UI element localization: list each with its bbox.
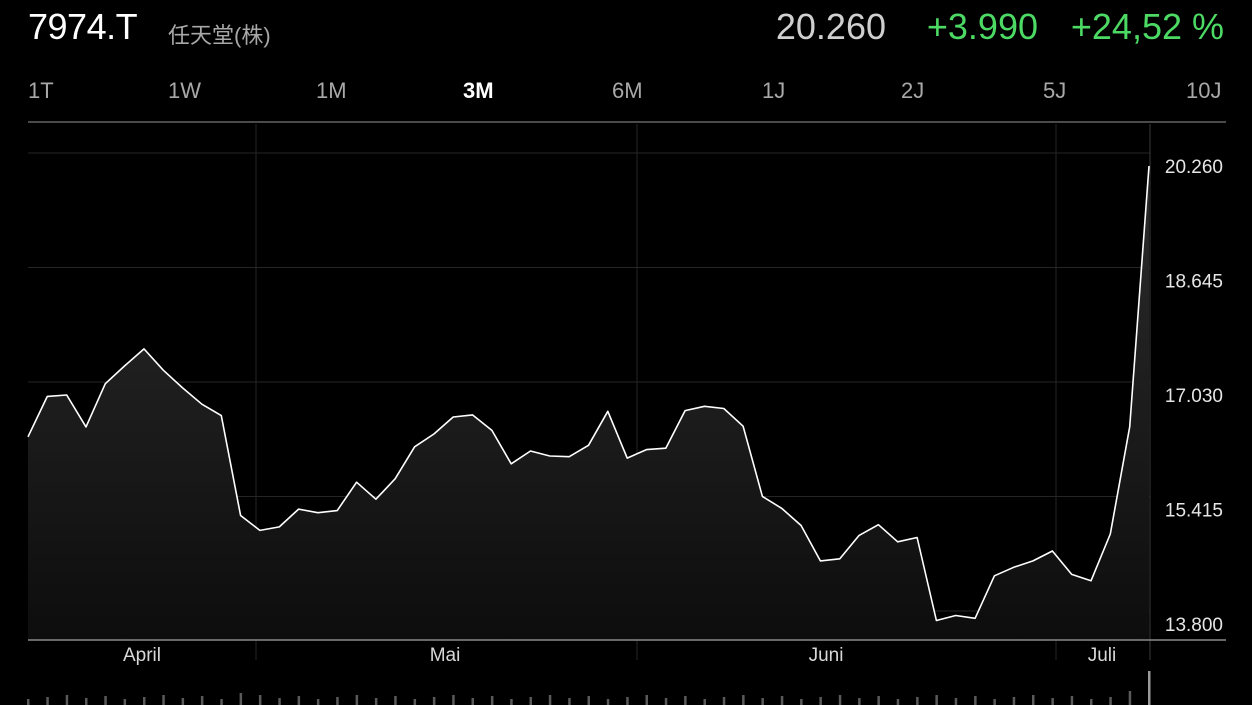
volume-bar: [394, 696, 397, 705]
volume-bar: [374, 698, 378, 705]
range-1m[interactable]: 1M: [316, 78, 347, 103]
volume-bar: [452, 695, 455, 705]
volume-bar: [606, 699, 610, 705]
volume-bar: [27, 699, 30, 705]
volume-bar: [258, 695, 262, 705]
price-area: [28, 166, 1149, 640]
x-axis-labels: April Mai Juni Juli: [123, 645, 1116, 666]
y-tick-label: 18.645: [1165, 272, 1223, 293]
range-1w[interactable]: 1W: [168, 78, 201, 103]
range-selector: 1T 1W 1M 3M 6M 1J 2J 5J 10J: [0, 74, 1252, 114]
volume-bar: [336, 697, 339, 705]
volume-bar: [974, 696, 977, 705]
stock-header: 7974.T 任天堂(株) 20.260 +3.990 +24,52 %: [0, 0, 1252, 60]
volume-bar: [1090, 699, 1093, 705]
x-tick-label: Mai: [430, 645, 461, 666]
price-change[interactable]: +3.990: [926, 6, 1038, 47]
volume-bar: [104, 696, 107, 705]
volume-bar: [471, 698, 474, 705]
volume-bar: [780, 696, 784, 705]
volume-bar: [1032, 695, 1035, 705]
volume-bar: [65, 695, 69, 705]
volume-bar: [877, 696, 880, 705]
volume-bar: [529, 697, 532, 705]
price-line: [27, 165, 1150, 622]
volume-bar: [297, 696, 301, 705]
range-1j[interactable]: 1J: [762, 78, 786, 103]
volume-bar: [703, 699, 706, 705]
volume-bars: [27, 671, 1151, 705]
volume-bar: [200, 696, 204, 705]
volume-bar: [355, 695, 359, 705]
volume-bar: [1051, 698, 1054, 705]
volume-bar: [220, 699, 223, 705]
volume-bar: [819, 697, 822, 705]
volume-bar: [568, 698, 571, 705]
volume-bar: [935, 695, 938, 705]
x-tick-label: Juni: [809, 645, 844, 666]
volume-bar: [432, 697, 436, 705]
current-price: 20.260: [775, 6, 886, 47]
volume-bar: [181, 698, 185, 705]
volume-bar: [510, 699, 513, 705]
volume-bar: [722, 697, 726, 705]
volume-bar: [896, 699, 900, 705]
range-10j[interactable]: 10J: [1186, 78, 1222, 103]
volume-bar: [239, 693, 243, 705]
y-tick-label: 20.260: [1165, 157, 1223, 178]
volume-bar: [645, 695, 648, 705]
y-tick-label: 17.030: [1165, 386, 1223, 407]
x-tick-label: Juli: [1088, 645, 1117, 666]
volume-bar: [858, 698, 861, 705]
volume-bar: [916, 697, 919, 705]
volume-bar: [684, 696, 687, 705]
volume-bar: [490, 696, 494, 705]
volume-bar: [1012, 697, 1016, 705]
volume-bar: [838, 695, 842, 705]
volume-bar: [413, 699, 417, 705]
x-tick-label: April: [123, 645, 161, 666]
volume-bar: [46, 697, 49, 705]
volume-bar: [143, 697, 146, 705]
company-name: 任天堂(株): [168, 23, 271, 48]
volume-bar: [1109, 697, 1112, 705]
volume-bar: [742, 695, 745, 705]
volume-bar: [761, 698, 764, 705]
volume-bar: [1148, 671, 1151, 705]
volume-bar: [993, 699, 996, 705]
volume-bar: [664, 698, 668, 705]
volume-bar: [587, 696, 590, 705]
volume-bar: [800, 699, 803, 705]
volume-bar: [1070, 696, 1074, 705]
volume-bar: [1128, 691, 1132, 705]
y-tick-label: 13.800: [1165, 615, 1223, 636]
price-change-percent[interactable]: +24,52 %: [1070, 6, 1224, 47]
volume-bar: [162, 695, 165, 705]
range-1t[interactable]: 1T: [28, 78, 54, 103]
volume-bar: [548, 695, 552, 705]
range-2j[interactable]: 2J: [901, 78, 925, 103]
volume-bar: [626, 697, 629, 705]
y-axis-ticks: 20.260 18.645 17.030 15.415 13.800: [1165, 157, 1223, 636]
range-3m[interactable]: 3M: [463, 78, 494, 103]
volume-bar: [123, 699, 127, 705]
volume-bar: [278, 698, 281, 705]
range-6m[interactable]: 6M: [612, 78, 643, 103]
volume-bar: [954, 698, 958, 705]
y-tick-label: 15.415: [1165, 501, 1223, 522]
volume-bar: [85, 698, 88, 705]
ticker-symbol: 7974.T: [28, 6, 138, 47]
range-divider: [28, 121, 1226, 123]
volume-bar: [316, 699, 320, 705]
range-5j[interactable]: 5J: [1043, 78, 1067, 103]
